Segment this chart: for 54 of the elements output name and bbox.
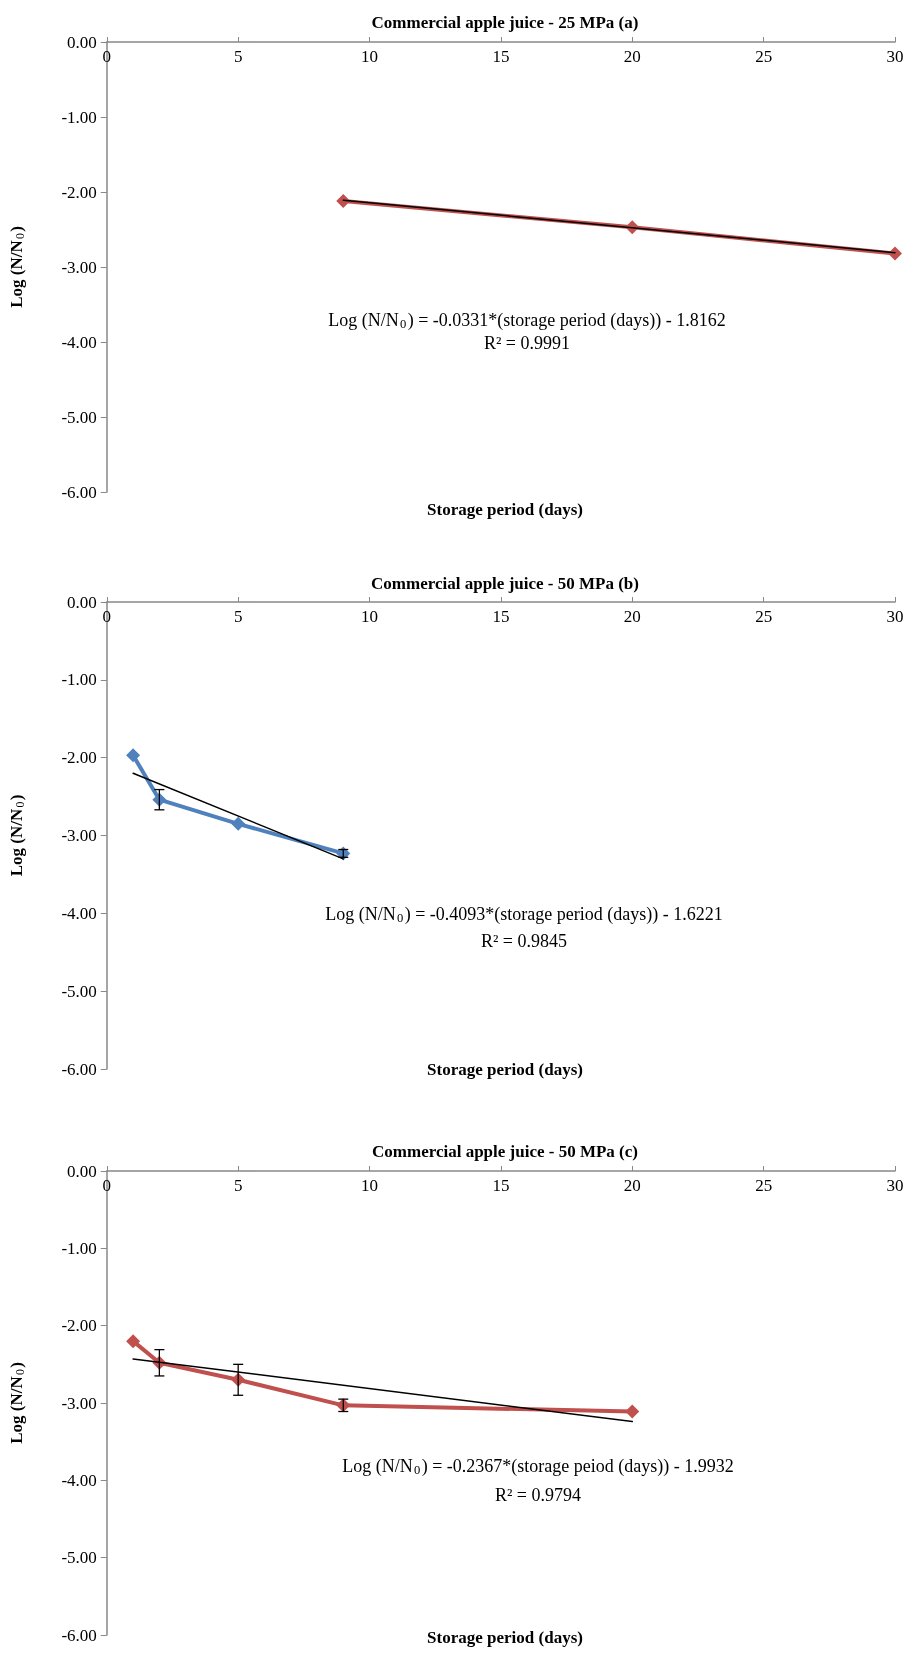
- x-axis-title: Storage period (days): [427, 1060, 583, 1079]
- annotation: R² = 0.9845: [480, 931, 568, 951]
- y-axis-title: Log (N/N0): [7, 1362, 28, 1444]
- x-tick-label: 5: [233, 1176, 243, 1195]
- y-tick-label: -3.00: [61, 826, 97, 845]
- y-tick-label: 0.00: [67, 592, 97, 612]
- x-tick-label: 15: [492, 47, 510, 66]
- annotation: R² = 0.9794: [494, 1485, 582, 1505]
- y-axis-title: Log (N/N0): [7, 226, 28, 308]
- x-tick-label: 20: [623, 47, 641, 66]
- x-tick-label: 15: [492, 1176, 510, 1195]
- y-tick-label: 0.00: [67, 1161, 97, 1181]
- y-axis-title: Log (N/N0): [7, 794, 28, 877]
- annotation: R² = 0.9991: [483, 333, 571, 353]
- x-tick-label: 0: [102, 47, 112, 66]
- y-tick-label: -4.00: [61, 903, 97, 923]
- y-tick-label: -2.00: [61, 182, 97, 202]
- x-tick-label: 20: [623, 1176, 641, 1195]
- x-tick-label: 30: [886, 1176, 904, 1195]
- y-tick-label: -6.00: [61, 1625, 97, 1645]
- x-axis-title: Storage period (days): [427, 1628, 583, 1647]
- x-tick-label: 30: [886, 607, 904, 626]
- x-tick-label: 0: [102, 607, 112, 626]
- y-tick-label: -1.00: [61, 107, 97, 127]
- x-tick-label: 5: [233, 47, 243, 66]
- y-tick-label: -3.00: [61, 1393, 97, 1413]
- x-tick-label: 20: [623, 607, 641, 626]
- chart-title: Commercial apple juice - 25 MPa (a): [371, 13, 639, 32]
- x-tick-label: 10: [361, 1176, 379, 1195]
- y-tick-label: -2.00: [61, 748, 97, 768]
- y-tick-label: -1.00: [61, 1238, 97, 1258]
- y-tick-label: -4.00: [61, 332, 97, 352]
- y-tick-label: -3.00: [61, 257, 97, 277]
- x-tick-label: 15: [492, 607, 510, 626]
- y-tick-label: -5.00: [61, 981, 97, 1001]
- x-tick-label: 25: [755, 1176, 773, 1195]
- x-tick-label: 25: [755, 607, 773, 626]
- x-tick-label: 10: [361, 47, 379, 66]
- y-tick-label: -6.00: [61, 482, 97, 502]
- y-tick-label: 0.00: [67, 32, 97, 52]
- chart-title: Commercial apple juice - 50 MPa (b): [371, 574, 639, 593]
- x-tick-label: 10: [361, 607, 379, 626]
- x-tick-label: 25: [755, 47, 773, 66]
- y-tick-label: -5.00: [61, 407, 97, 427]
- y-tick-label: -5.00: [61, 1548, 97, 1568]
- x-tick-label: 5: [233, 607, 243, 626]
- y-tick-label: -4.00: [61, 1470, 97, 1490]
- x-axis-title: Storage period (days): [427, 500, 583, 519]
- x-tick-label: 30: [886, 47, 904, 66]
- y-tick-label: -2.00: [61, 1316, 97, 1336]
- chart-title: Commercial apple juice - 50 MPa (c): [372, 1142, 638, 1161]
- y-tick-label: -6.00: [61, 1059, 97, 1079]
- y-tick-label: -1.00: [61, 670, 97, 690]
- x-tick-label: 0: [102, 1176, 112, 1195]
